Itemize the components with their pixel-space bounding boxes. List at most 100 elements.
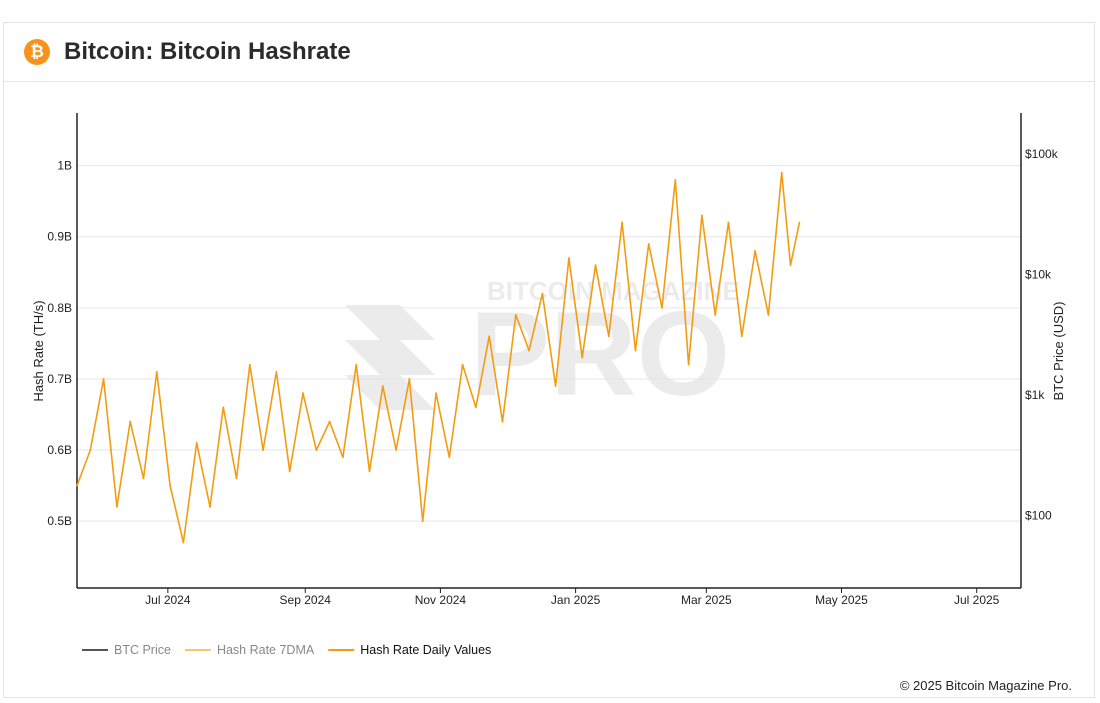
data-point	[421, 520, 424, 523]
data-point	[302, 392, 304, 395]
data-point	[789, 264, 792, 267]
axes	[76, 113, 1022, 589]
left-tick-label: 0.9B	[47, 230, 72, 244]
data-point	[89, 449, 92, 451]
chart-card: ₿ Bitcoin: Bitcoin Hashrate © 2025 Bitco…	[3, 22, 1095, 698]
data-point	[209, 506, 211, 508]
bitcoin-logo-icon: ₿	[24, 39, 50, 65]
data-point	[461, 363, 464, 366]
data-point	[607, 335, 610, 338]
data-point	[102, 378, 105, 380]
legend-label: Hash Rate Daily Values	[360, 643, 491, 657]
left-tick-label: 0.7B	[47, 372, 72, 386]
data-point	[701, 214, 703, 217]
data-point	[381, 385, 384, 387]
data-point	[740, 335, 743, 338]
data-point	[674, 178, 677, 181]
legend: BTC Price Hash Rate 7DMA Hash Rate Daily V…	[82, 643, 491, 657]
data-point	[528, 349, 530, 352]
data-point	[129, 420, 132, 423]
data-point	[115, 506, 118, 508]
right-tick-label: $1k	[1025, 388, 1045, 402]
x-axis-ticks: Jul 2024 Sep 2024 Nov 2024 Jan 2025 Mar 2025…	[145, 588, 1000, 607]
copyright-text: © 2025 Bitcoin Magazine Pro.	[899, 678, 1072, 693]
grid-lines	[77, 165, 1021, 522]
data-point	[275, 370, 278, 373]
data-point	[342, 456, 344, 459]
data-point	[76, 484, 78, 487]
data-point	[355, 363, 358, 366]
data-point	[514, 314, 517, 316]
data-point	[581, 356, 584, 359]
data-point	[798, 221, 801, 224]
watermark-stripe-1	[345, 305, 435, 340]
x-tick-label: Nov 2024	[415, 593, 467, 607]
x-tick-label: May 2025	[815, 593, 868, 607]
left-tick-label: 0.8B	[47, 301, 72, 315]
data-point	[315, 449, 318, 451]
right-tick-label: $100	[1025, 508, 1052, 522]
watermark-stripe-2	[345, 340, 435, 375]
data-point	[288, 470, 291, 473]
left-tick-label: 1B	[57, 159, 72, 173]
right-axis-ticks: $100 $1k $10k $100k	[1025, 147, 1059, 522]
legend-item[interactable]: Hash Rate 7DMA	[184, 643, 315, 657]
data-point	[541, 292, 544, 295]
left-tick-label: 0.5B	[47, 514, 72, 528]
right-tick-label: $100k	[1025, 147, 1059, 161]
legend-item[interactable]: BTC Price	[82, 643, 171, 657]
x-tick-label: Jul 2025	[954, 593, 1000, 607]
data-point	[142, 477, 145, 480]
page-title: Bitcoin: Bitcoin Hashrate	[64, 38, 351, 65]
data-point	[182, 541, 185, 544]
data-point	[248, 363, 251, 366]
data-point	[395, 449, 397, 451]
data-point	[222, 406, 225, 409]
x-tick-label: Jan 2025	[551, 593, 601, 607]
left-axis-label: Hash Rate (TH/s)	[31, 300, 46, 401]
data-point	[474, 406, 477, 409]
data-point	[501, 420, 504, 423]
data-point	[262, 449, 265, 451]
data-point	[727, 221, 730, 224]
data-point	[448, 456, 451, 459]
data-point	[594, 264, 597, 267]
x-tick-label: Jul 2024	[145, 593, 191, 607]
watermark-stripe-3	[345, 375, 435, 410]
data-point	[488, 335, 491, 338]
data-point	[408, 378, 411, 380]
left-tick-label: 0.6B	[47, 443, 72, 457]
data-point	[621, 221, 624, 224]
series-line-hashrate-daily	[76, 171, 801, 544]
data-point	[780, 171, 783, 174]
data-point	[714, 314, 717, 316]
chart-header: ₿ Bitcoin: Bitcoin Hashrate	[4, 23, 1094, 82]
x-tick-label: Sep 2024	[280, 593, 332, 607]
data-point	[767, 314, 770, 316]
watermark-word: PRO	[470, 287, 730, 421]
data-point	[647, 242, 650, 245]
data-point	[235, 477, 238, 480]
data-point	[554, 385, 557, 387]
left-axis-ticks: 0.5B 0.6B 0.7B 0.8B 0.9B 1B	[47, 159, 72, 529]
series-layer	[76, 171, 801, 544]
data-point	[568, 257, 570, 259]
right-tick-label: $10k	[1025, 268, 1052, 282]
watermark: BITCOIN MAGAZINE PRO	[345, 276, 740, 421]
data-point	[687, 363, 690, 366]
data-point	[661, 306, 663, 309]
data-point	[155, 370, 158, 373]
right-axis-label: BTC Price (USD)	[1051, 302, 1066, 401]
data-point	[328, 420, 331, 423]
data-point	[754, 250, 756, 252]
data-point	[169, 484, 171, 487]
x-tick-label: Mar 2025	[681, 593, 732, 607]
data-point	[368, 470, 371, 473]
data-point	[435, 392, 437, 395]
legend-label: BTC Price	[114, 643, 171, 657]
legend-item[interactable]: Hash Rate Daily Values	[328, 643, 491, 657]
data-point	[634, 349, 637, 352]
data-point	[195, 442, 198, 444]
legend-label: Hash Rate 7DMA	[217, 643, 315, 657]
